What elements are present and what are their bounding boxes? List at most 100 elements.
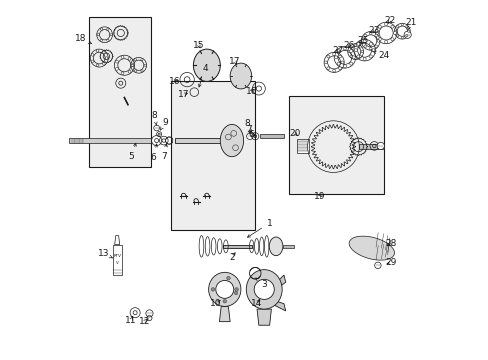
Text: 5: 5 (128, 143, 136, 161)
Circle shape (234, 288, 238, 291)
Circle shape (378, 38, 381, 41)
Text: 19: 19 (313, 192, 325, 201)
Circle shape (351, 56, 355, 59)
Circle shape (376, 142, 384, 149)
Text: 6: 6 (248, 130, 255, 139)
Circle shape (384, 23, 387, 26)
Polygon shape (257, 309, 271, 325)
Text: 2: 2 (229, 253, 235, 262)
Circle shape (354, 44, 356, 46)
Polygon shape (358, 144, 383, 149)
Text: 10: 10 (210, 299, 221, 308)
Bar (171, 81, 255, 230)
Circle shape (102, 63, 105, 65)
Circle shape (356, 55, 359, 58)
Polygon shape (69, 138, 151, 143)
Circle shape (223, 300, 226, 303)
Circle shape (407, 30, 409, 32)
Ellipse shape (220, 125, 243, 157)
Text: 14: 14 (250, 299, 262, 308)
Circle shape (360, 50, 363, 53)
Circle shape (376, 40, 379, 42)
Circle shape (246, 133, 253, 139)
Circle shape (131, 64, 133, 66)
Circle shape (390, 25, 393, 28)
Text: 26: 26 (343, 41, 354, 50)
Circle shape (378, 25, 381, 28)
Polygon shape (271, 300, 285, 311)
Ellipse shape (348, 236, 394, 260)
Circle shape (91, 60, 94, 63)
Ellipse shape (193, 49, 220, 81)
Text: RTV: RTV (113, 254, 121, 258)
Bar (88, 17, 151, 167)
Circle shape (368, 32, 371, 35)
Circle shape (115, 60, 118, 63)
Circle shape (396, 26, 398, 28)
Text: 27: 27 (332, 46, 344, 55)
Circle shape (134, 59, 136, 61)
Circle shape (368, 55, 372, 58)
Circle shape (121, 56, 123, 59)
Circle shape (405, 26, 407, 28)
Circle shape (343, 65, 346, 68)
Text: 12: 12 (139, 317, 150, 326)
Text: 18: 18 (75, 34, 92, 44)
Text: 9: 9 (160, 118, 167, 130)
Circle shape (363, 34, 366, 37)
Circle shape (332, 53, 335, 55)
Circle shape (400, 37, 403, 39)
Circle shape (144, 64, 146, 66)
Text: 20: 20 (289, 129, 300, 138)
Text: 17: 17 (178, 90, 189, 99)
Circle shape (121, 72, 123, 75)
Polygon shape (219, 307, 230, 321)
Text: 7: 7 (161, 144, 167, 161)
Circle shape (106, 28, 109, 30)
Circle shape (211, 288, 214, 291)
Circle shape (393, 31, 396, 35)
Text: V: V (116, 261, 119, 265)
Circle shape (110, 33, 112, 36)
Circle shape (349, 46, 351, 48)
Ellipse shape (208, 273, 241, 306)
Circle shape (96, 50, 99, 52)
Text: 4: 4 (198, 64, 207, 87)
Circle shape (371, 49, 374, 52)
Circle shape (353, 49, 357, 52)
Circle shape (324, 61, 326, 64)
Ellipse shape (230, 63, 251, 89)
Text: 29: 29 (385, 258, 396, 267)
Text: 16: 16 (168, 77, 180, 86)
Circle shape (336, 62, 340, 65)
Circle shape (153, 125, 159, 131)
Circle shape (374, 262, 380, 269)
Polygon shape (259, 134, 284, 138)
Circle shape (340, 61, 343, 64)
Circle shape (390, 38, 393, 41)
Circle shape (356, 42, 359, 45)
Text: 8: 8 (151, 111, 157, 125)
Circle shape (403, 31, 410, 39)
Circle shape (375, 31, 378, 35)
Polygon shape (223, 244, 251, 248)
Circle shape (105, 57, 108, 59)
Circle shape (349, 50, 352, 53)
Circle shape (115, 67, 118, 70)
Text: 17: 17 (228, 57, 240, 66)
Circle shape (396, 35, 398, 37)
Ellipse shape (269, 237, 282, 256)
Circle shape (141, 70, 143, 72)
Circle shape (358, 55, 361, 57)
Circle shape (336, 50, 340, 53)
Text: 6: 6 (150, 144, 157, 162)
Circle shape (141, 59, 143, 61)
Circle shape (343, 47, 346, 50)
Circle shape (100, 39, 102, 41)
Circle shape (384, 40, 387, 43)
Polygon shape (282, 245, 293, 248)
Text: 21: 21 (405, 18, 416, 30)
Circle shape (145, 310, 153, 317)
Circle shape (361, 40, 364, 42)
Text: 3: 3 (255, 278, 266, 289)
